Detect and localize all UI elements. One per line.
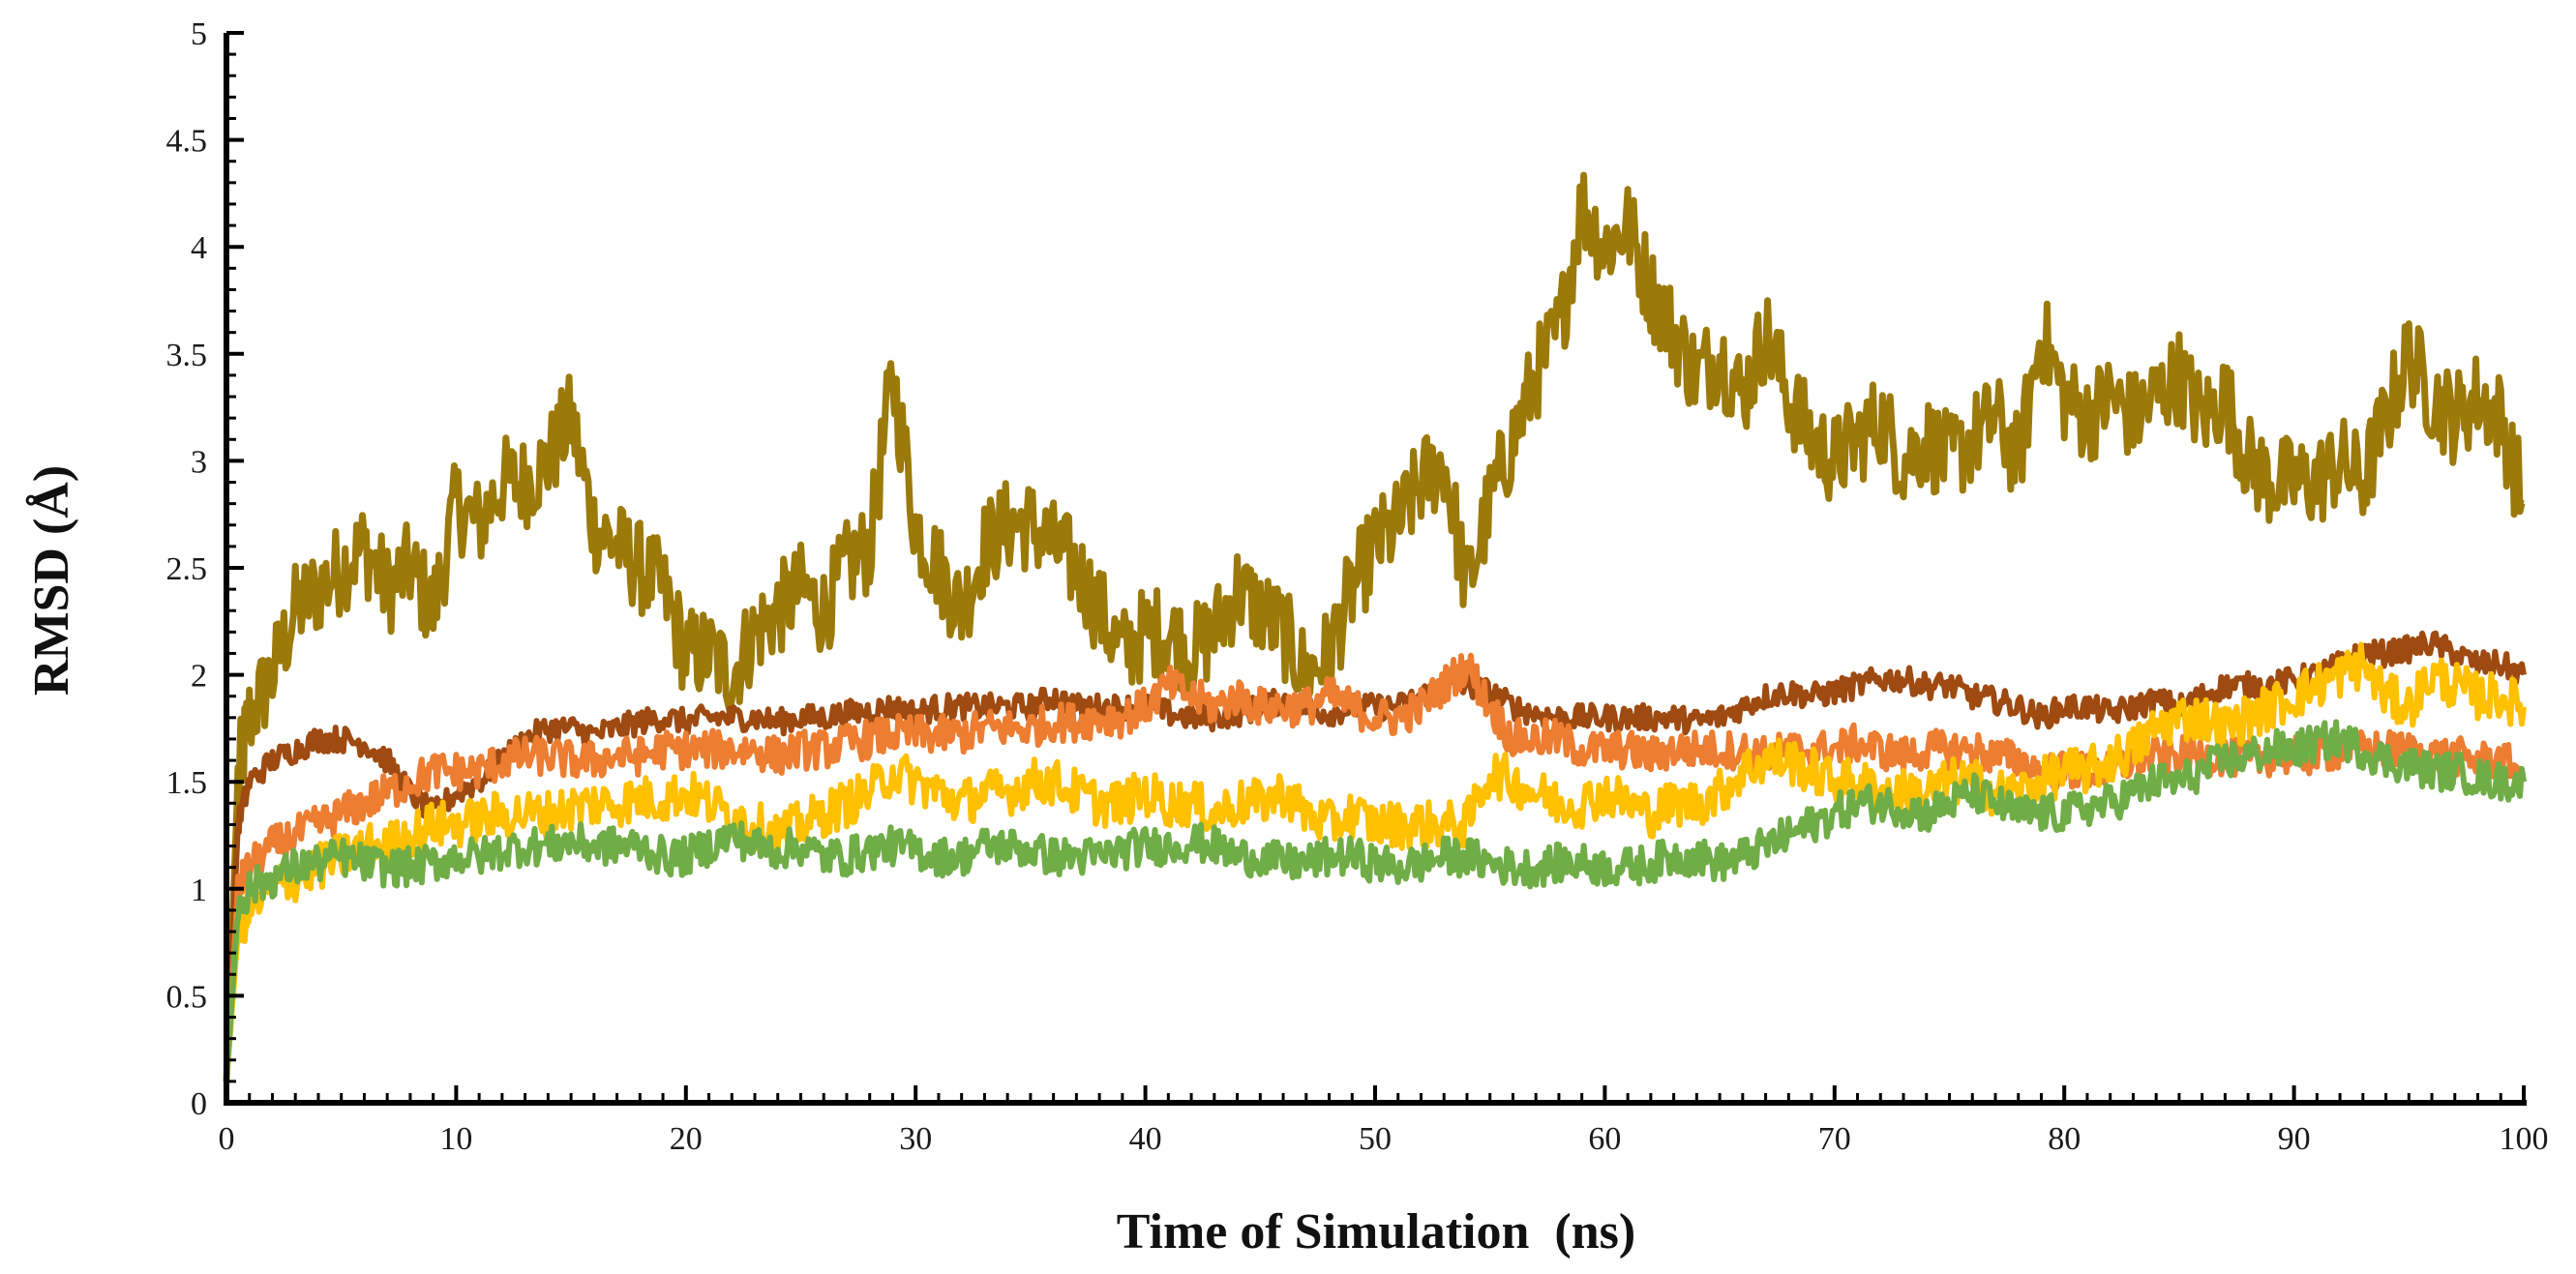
y-tick-label: 3.5 (166, 338, 208, 373)
x-tick-label: 20 (670, 1121, 703, 1157)
x-tick-label: 50 (1359, 1121, 1392, 1157)
y-tick-label: 4 (191, 230, 207, 266)
x-tick-label: 70 (1818, 1121, 1851, 1157)
y-tick-label: 2.5 (166, 551, 208, 587)
y-axis-title: RMSD (Å) (24, 465, 79, 696)
y-tick-label: 4.5 (166, 124, 208, 160)
x-tick-label: 100 (2500, 1121, 2549, 1157)
x-tick-label: 0 (219, 1121, 235, 1157)
series-line-1 (223, 171, 2526, 1082)
y-tick-label: 0 (191, 1086, 207, 1122)
x-tick-label: 80 (2048, 1121, 2081, 1157)
x-tick-label: 10 (439, 1121, 472, 1157)
series-line-5 (224, 719, 2527, 1082)
y-tick-label: 5 (191, 16, 207, 52)
y-tick-label: 0.5 (166, 979, 208, 1015)
series-line-4 (224, 641, 2527, 1082)
x-axis-title: Time of Simulation (ns) (1117, 1204, 1635, 1259)
axis-layer: 0 10 20 30 40 50 60 70 80 90 100 0 0.5 1 1.5 2 2.5 3 3.5 4 4… (166, 16, 2549, 1157)
y-tick-label: 3 (191, 444, 207, 480)
x-tick-label: 40 (1129, 1121, 1162, 1157)
x-tick-label: 90 (2278, 1121, 2311, 1157)
y-tick-label: 1 (191, 873, 207, 908)
x-tick-label: 30 (899, 1121, 932, 1157)
y-tick-label: 2 (191, 659, 207, 695)
x-tick-label: 60 (1588, 1121, 1621, 1157)
series-layer (223, 171, 2527, 1082)
y-tick-label: 1.5 (166, 765, 208, 801)
series-line-2 (224, 630, 2527, 1082)
